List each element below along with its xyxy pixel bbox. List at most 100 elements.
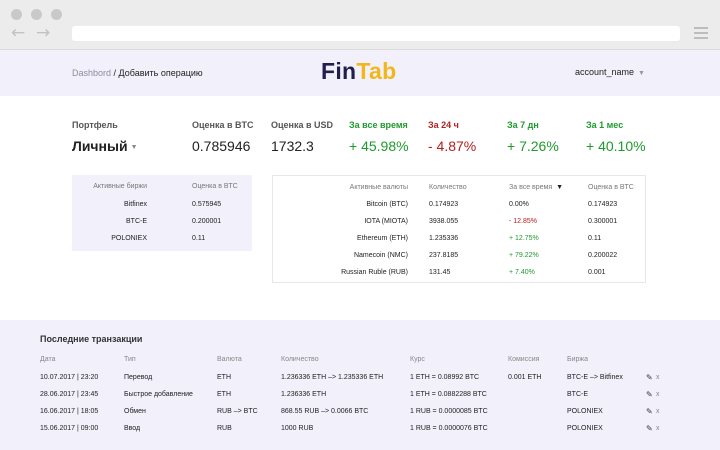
column-header-label: За все время [509,184,553,191]
tx-exchange: POLONIEX [567,425,603,432]
sort-down-icon: ▼ [556,184,564,191]
tx-date: 15.06.2017 | 09:00 [40,425,99,432]
currency-qty: 0.174923 [429,201,459,208]
currency-change: + 79.22% [509,252,539,259]
tx-type: Быстрое добавление [124,391,193,398]
exchange-name: BTC-E [126,218,147,225]
breadcrumb: Dashbord / Добавить операцию [72,68,203,78]
tx-rate: 1 RUB = 0.0000076 BTC [410,425,488,432]
column-header: Количество [281,356,319,363]
address-bar[interactable] [72,26,680,41]
stat-value: + 45.98% [349,138,409,154]
stat-portfolio: Портфель Личный ▼ [72,120,138,154]
delete-icon[interactable]: x [656,391,660,398]
currency-btc: 0.300001 [588,218,618,225]
tx-currency: RUB [217,425,232,432]
recent-transactions: Последние транзакции Дата Тип Валюта Кол… [0,320,720,450]
tx-qty: 1.236336 ETH –> 1.235336 ETH [281,374,384,381]
tx-type: Перевод [124,374,153,381]
exchange-value: 0.200001 [192,218,222,225]
stat-value: + 40.10% [586,138,646,154]
app-header: Dashbord / Добавить операцию FinTab acco… [0,50,720,96]
currency-btc: 0.11 [588,235,602,242]
currency-btc: 0.200022 [588,252,618,259]
account-name: account_name [575,67,635,77]
edit-icon[interactable]: ✎ [646,390,653,399]
currency-change: 0.00% [509,201,529,208]
breadcrumb-separator: / [111,68,119,78]
tx-date: 28.06.2017 | 23:45 [40,391,99,398]
currency-name: IOTA (MIOTA) [364,218,408,225]
stat-btc-estimate: Оценка в BTC 0.785946 [192,120,254,154]
currency-change: + 12.75% [509,235,539,242]
currency-change: - 12.85% [509,218,538,225]
browser-chrome: ← → [0,0,720,50]
tx-date: 16.06.2017 | 18:05 [40,408,99,415]
currency-qty: 237.8185 [429,252,459,259]
column-header: Оценка в BTC [588,184,634,191]
stat-label: Оценка в BTC [192,120,254,130]
stat-label: За все время [349,120,408,130]
tx-type: Ввод [124,425,141,432]
tx-fee: 0.001 ETH [508,374,542,381]
exchange-value: 0.575945 [192,201,222,208]
stat-all-time: За все время + 45.98% [349,120,409,154]
window-dot-icon[interactable] [11,9,22,20]
delete-icon[interactable]: x [656,374,660,381]
column-header: Тип [124,356,136,363]
fintab-logo[interactable]: FinTab [321,58,396,85]
stat-24h: За 24 ч - 4.87% [428,120,476,154]
tx-qty: 1000 RUB [281,425,314,432]
currency-name: Namecoin (NMC) [353,252,408,259]
edit-icon[interactable]: ✎ [646,407,653,416]
breadcrumb-dashboard-link[interactable]: Dashbord [72,68,112,78]
edit-icon[interactable]: ✎ [646,373,653,382]
exchange-name: POLONIEX [111,235,147,242]
stat-1m: За 1 мес + 40.10% [586,120,646,154]
currency-change: + 7.40% [509,269,535,276]
currency-name: Ethereum (ETH) [357,235,408,242]
column-header: Курс [410,356,425,363]
stat-label: Оценка в USD [271,120,334,130]
delete-icon[interactable]: x [656,425,660,432]
tx-exchange: POLONIEX [567,408,603,415]
tx-exchange: BTC-E [567,391,588,398]
currency-qty: 1.235336 [429,235,459,242]
currency-name: Russian Ruble (RUB) [341,269,408,276]
window-dot-icon[interactable] [51,9,62,20]
logo-part-b: Tab [356,58,397,84]
forward-arrow-icon[interactable]: → [36,23,51,43]
exchange-value: 0.11 [192,235,206,242]
edit-icon[interactable]: ✎ [646,424,653,433]
tx-rate: 1 ETH = 0.08992 BTC [410,374,480,381]
stat-value: 0.785946 [192,138,251,154]
tx-qty: 868.55 RUB –> 0.0066 BTC [281,408,369,415]
stat-usd-estimate: Оценка в USD 1732.3 [271,120,333,154]
window-dot-icon[interactable] [31,9,42,20]
menu-icon[interactable] [694,27,708,42]
exchange-name: Bitfinex [124,201,147,208]
back-arrow-icon[interactable]: ← [11,23,26,43]
delete-icon[interactable]: x [656,408,660,415]
stat-label: За 1 мес [586,120,624,130]
tx-qty: 1.236336 ETH [281,391,327,398]
breadcrumb-current: Добавить операцию [118,68,203,78]
currency-btc: 0.001 [588,269,606,276]
column-header: Биржа [567,356,588,363]
logo-part-a: Fin [321,58,357,84]
sort-column-header[interactable]: За все время ▼ [509,184,563,191]
currency-qty: 131.45 [429,269,451,276]
column-header: Дата [40,356,56,363]
stat-value: + 7.26% [507,138,559,154]
portfolio-select[interactable]: Личный ▼ [72,138,138,154]
column-header: Активные валюты [349,184,408,191]
column-header: Комиссия [508,356,540,363]
currency-qty: 3938.055 [429,218,459,225]
column-header: Валюта [217,356,242,363]
chevron-down-icon: ▼ [638,70,645,77]
account-menu[interactable]: account_name ▼ [575,67,645,77]
tx-rate: 1 ETH = 0.0882288 BTC [410,391,487,398]
stat-label: Портфель [72,120,118,130]
stat-label: За 7 дн [507,120,539,130]
column-header: Активные биржи [93,183,147,190]
